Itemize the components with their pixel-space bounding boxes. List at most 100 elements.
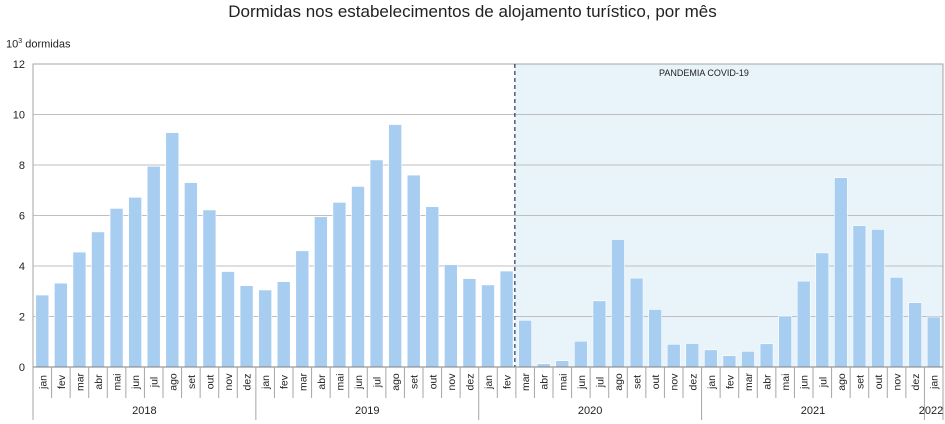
month-label: mai — [557, 374, 569, 391]
month-label: mar — [74, 372, 86, 391]
y-tick-label: 6 — [19, 211, 25, 223]
y-tick-label: 12 — [13, 59, 25, 71]
month-label: mai — [334, 374, 346, 391]
bar — [704, 349, 718, 368]
bar — [184, 182, 198, 368]
bar — [202, 209, 217, 368]
bar — [648, 309, 662, 368]
month-label: jul — [149, 377, 161, 389]
bar — [555, 360, 570, 368]
y-tick-label: 0 — [19, 362, 25, 374]
month-label: ago — [167, 373, 179, 391]
bar — [462, 278, 477, 368]
bar — [592, 300, 607, 368]
month-label: nov — [892, 373, 904, 391]
bar — [128, 197, 142, 368]
bar — [481, 284, 495, 368]
month-label: jul — [817, 377, 829, 389]
month-label: dez — [687, 374, 699, 391]
bar — [889, 277, 904, 368]
bar — [611, 239, 625, 368]
month-label: dez — [464, 374, 476, 391]
bar — [666, 343, 681, 368]
month-label: ago — [390, 373, 402, 391]
month-label: jan — [706, 375, 718, 390]
month-label: set — [854, 375, 866, 389]
month-label: jan — [37, 375, 49, 390]
bar — [685, 343, 700, 368]
month-label: out — [427, 375, 439, 390]
month-label: dez — [242, 374, 254, 391]
bar — [258, 289, 272, 368]
month-label: set — [632, 375, 644, 389]
month-label: nov — [669, 373, 681, 391]
bar — [388, 124, 402, 368]
month-label: fev — [279, 374, 291, 389]
month-label: nov — [446, 373, 458, 391]
bar — [239, 285, 254, 368]
bar — [72, 251, 87, 368]
bar — [109, 208, 124, 368]
month-label: nov — [223, 373, 235, 391]
month-label: mai — [780, 374, 792, 391]
bar — [852, 225, 867, 368]
month-label: fev — [502, 374, 514, 389]
bar — [574, 340, 588, 368]
bar — [91, 231, 105, 368]
bar — [35, 294, 50, 368]
bar — [351, 186, 365, 368]
month-label: jan — [260, 375, 272, 390]
month-label: dez — [910, 374, 922, 391]
month-label: set — [409, 375, 421, 389]
bar — [295, 250, 310, 368]
bar — [815, 252, 830, 368]
bar — [778, 315, 792, 368]
bar — [221, 271, 235, 368]
year-label: 2021 — [801, 405, 825, 417]
bar — [629, 277, 644, 368]
bar — [314, 216, 328, 368]
month-label: jan — [483, 375, 495, 390]
month-label: fev — [724, 374, 736, 389]
bar — [276, 281, 291, 368]
year-label: 2019 — [355, 405, 379, 417]
month-label: abr — [93, 374, 105, 390]
month-label: abr — [539, 374, 551, 390]
bar — [741, 351, 755, 368]
y-unit-base: 10 — [6, 38, 19, 51]
month-label: jul — [594, 377, 606, 389]
y-tick-label: 10 — [13, 110, 25, 122]
y-tick-label: 8 — [19, 160, 25, 172]
bar — [406, 174, 421, 368]
month-label: abr — [316, 374, 328, 390]
bar — [518, 319, 532, 368]
pandemic-annotation: PANDEMIA COVID-19 — [659, 68, 749, 78]
month-label: jun — [130, 375, 142, 390]
bar — [871, 229, 885, 368]
month-label: set — [186, 375, 198, 389]
month-label: jun — [799, 375, 811, 390]
month-label: jun — [353, 375, 365, 390]
bar — [834, 177, 848, 368]
y-axis-unit: 103 dormidas — [6, 38, 70, 51]
month-label: jan — [929, 375, 941, 390]
bar — [165, 132, 180, 368]
bar — [332, 202, 347, 368]
y-tick-label: 4 — [19, 261, 25, 273]
chart-title: Dormidas nos estabelecimentos de alojame… — [228, 2, 717, 21]
year-label: 2022 — [919, 405, 943, 417]
bar — [796, 280, 811, 368]
bar — [926, 316, 941, 368]
month-label: mar — [743, 372, 755, 391]
bar — [908, 302, 922, 368]
month-label: ago — [836, 373, 848, 391]
year-label: 2020 — [578, 405, 602, 417]
bar — [146, 165, 161, 368]
bar — [722, 355, 737, 368]
month-label: fev — [56, 374, 68, 389]
bar — [759, 343, 774, 368]
month-label: mar — [297, 372, 309, 391]
bar — [444, 264, 458, 368]
